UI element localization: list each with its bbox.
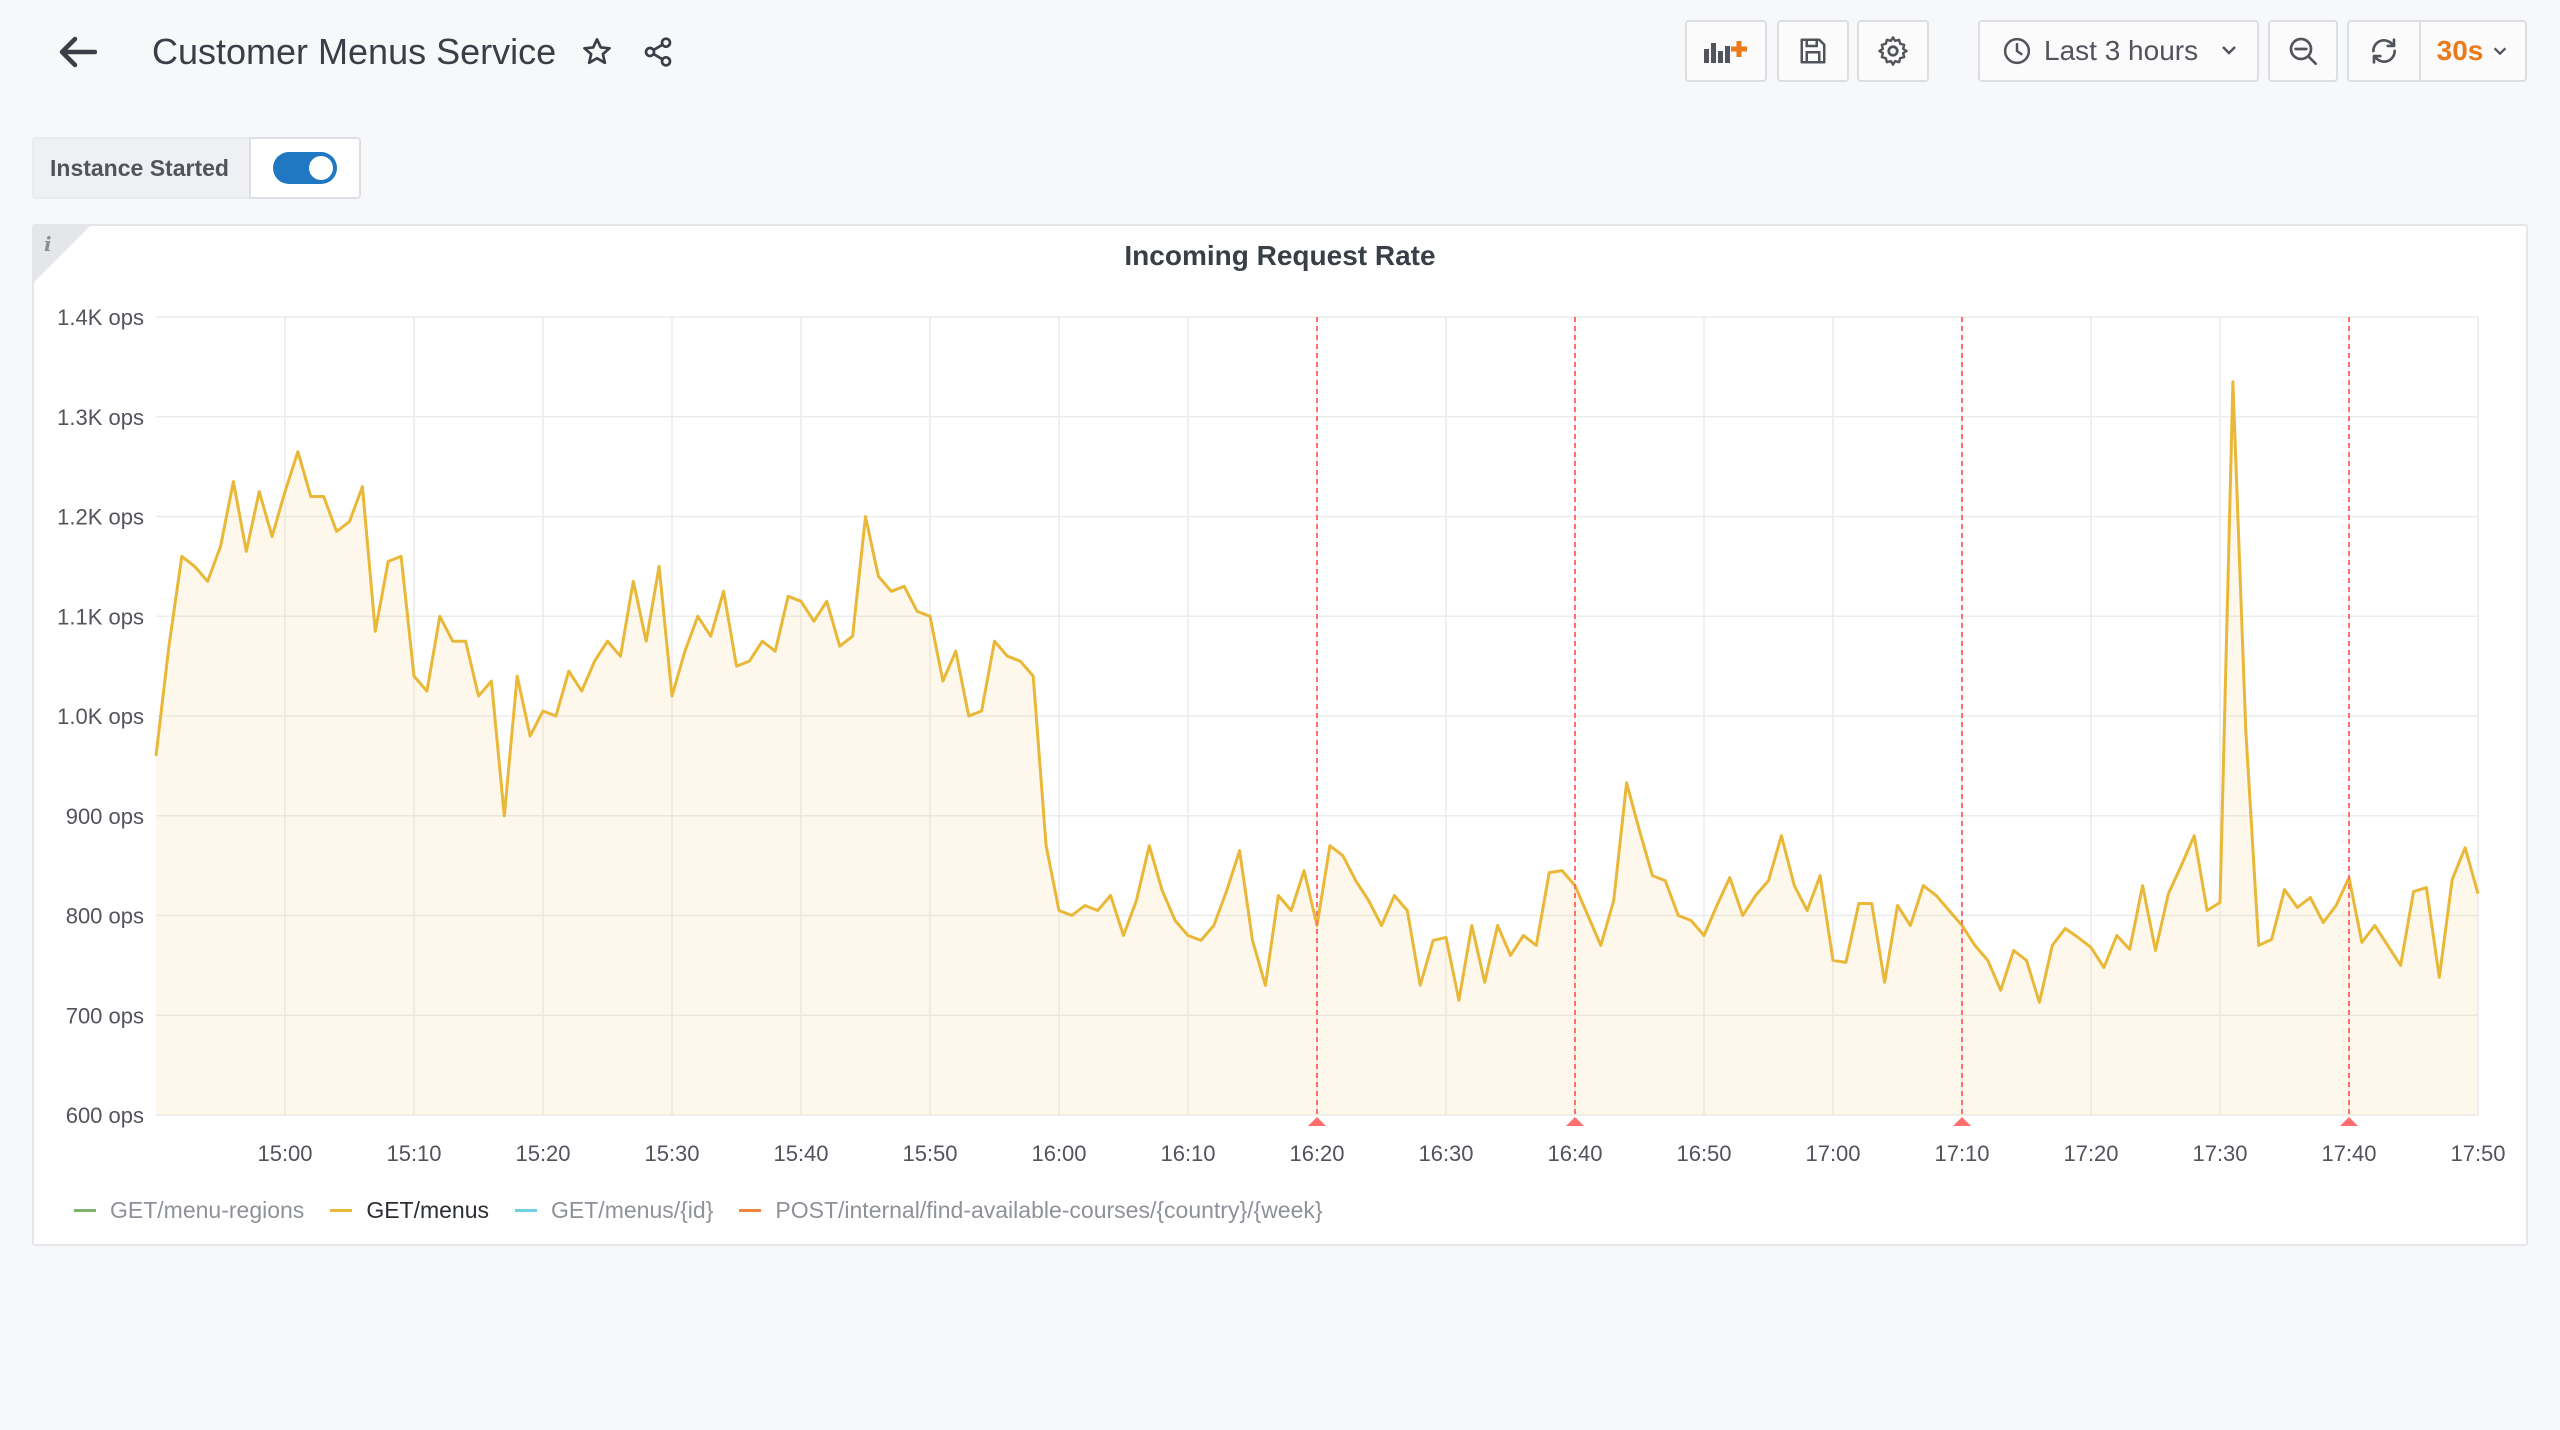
info-icon[interactable]: i [44, 232, 52, 256]
dashboard-settings-button[interactable] [1857, 20, 1929, 82]
legend-swatch [739, 1208, 762, 1212]
request-rate-chart: 1.4K ops 1.3K ops 1.2K ops 1.1K ops 1.0K ops… [57, 305, 2505, 1166]
x-tick-label: 15:40 [773, 1141, 828, 1166]
x-tick-label: 16:30 [1418, 1141, 1473, 1166]
legend-label: GET/menus/{id} [551, 1196, 714, 1223]
legend-item[interactable]: POST/internal/find-available-courses/{co… [739, 1196, 1323, 1224]
x-tick-label: 16:50 [1676, 1141, 1731, 1166]
time-range-picker[interactable]: Last 3 hours [1978, 20, 2259, 82]
x-tick-label: 17:10 [1934, 1141, 1989, 1166]
dashboard-navbar: Customer Menus Service [0, 0, 2560, 104]
add-panel-button[interactable] [1685, 20, 1767, 82]
chevron-down-icon [2494, 47, 2507, 56]
x-tick-label: 16:40 [1547, 1141, 1602, 1166]
x-tick-label: 15:20 [515, 1141, 570, 1166]
legend-swatch [330, 1208, 353, 1212]
legend-item[interactable]: GET/menus [330, 1197, 489, 1224]
legend-label: POST/internal/find-available-courses/{co… [775, 1196, 1323, 1223]
chevron-down-icon [2222, 46, 2236, 55]
refresh-interval-label: 30s [2436, 35, 2484, 66]
refresh-icon [2372, 38, 2396, 64]
x-tick-label: 16:00 [1031, 1141, 1086, 1166]
gear-icon [1878, 36, 1908, 66]
legend-swatch [515, 1208, 538, 1212]
y-tick-label: 1.4K ops [57, 305, 144, 330]
y-tick-label: 900 ops [66, 804, 144, 829]
instance-started-label: Instance Started [32, 137, 255, 199]
y-tick-label: 1.3K ops [57, 405, 144, 430]
add-panel-icon [1704, 41, 1747, 63]
chart-legend: GET/menu-regions GET/menus GET/menus/{id} P… [74, 1192, 1349, 1228]
x-tick-label: 15:50 [902, 1141, 957, 1166]
x-tick-label: 17:00 [1805, 1141, 1860, 1166]
y-tick-label: 1.2K ops [57, 505, 144, 530]
toggle-knob [309, 156, 333, 180]
legend-item[interactable]: GET/menu-regions [74, 1197, 304, 1224]
annotation-marker [1308, 1117, 1326, 1126]
toggle-track [273, 152, 337, 184]
y-tick-label: 600 ops [66, 1103, 144, 1128]
x-tick-label: 17:20 [2063, 1141, 2118, 1166]
refresh-interval-dropdown[interactable]: 30s [2421, 22, 2525, 80]
incoming-request-rate-panel: 1.4K ops 1.3K ops 1.2K ops 1.1K ops 1.0K ops… [32, 224, 2528, 1246]
time-range-label: Last 3 hours [2044, 35, 2199, 66]
x-tick-label: 16:20 [1289, 1141, 1344, 1166]
y-tick-label: 1.0K ops [57, 704, 144, 729]
series-area [156, 381, 2478, 1115]
series-line [154, 380, 2480, 1004]
x-tick-label: 17:30 [2192, 1141, 2247, 1166]
annotation-marker [1566, 1117, 1584, 1126]
refresh-button[interactable] [2349, 22, 2421, 80]
arrow-left-icon [59, 36, 97, 68]
star-icon [583, 38, 611, 65]
x-tick-label: 15:10 [386, 1141, 441, 1166]
refresh-picker: 30s [2347, 20, 2527, 82]
legend-swatch [74, 1208, 96, 1212]
clock-icon [2003, 37, 2031, 65]
legend-item[interactable]: GET/menus/{id} [515, 1197, 713, 1224]
y-tick-label: 800 ops [66, 904, 144, 929]
back-button[interactable] [44, 26, 110, 78]
annotation-marker [1953, 1117, 1971, 1126]
zoom-out-button[interactable] [2268, 20, 2338, 82]
share-icon [644, 37, 672, 67]
star-button[interactable] [575, 30, 619, 74]
x-tick-label: 17:50 [2450, 1141, 2505, 1166]
dashboard-title[interactable]: Customer Menus Service [152, 31, 557, 72]
panel-info-corner [34, 226, 90, 282]
share-button[interactable] [636, 30, 680, 74]
save-dashboard-button[interactable] [1777, 20, 1849, 82]
save-icon [1800, 38, 1826, 64]
instance-started-toggle[interactable] [249, 137, 361, 199]
y-tick-label: 1.1K ops [57, 604, 144, 629]
y-tick-label: 700 ops [66, 1003, 144, 1028]
x-tick-label: 16:10 [1160, 1141, 1215, 1166]
x-tick-label: 15:00 [257, 1141, 312, 1166]
panel-title[interactable]: Incoming Request Rate [1124, 240, 1436, 271]
zoom-out-icon [2289, 37, 2317, 65]
x-tick-label: 17:40 [2321, 1141, 2376, 1166]
annotation-marker [2340, 1117, 2358, 1126]
legend-label: GET/menus [366, 1196, 490, 1223]
legend-label: GET/menu-regions [110, 1196, 305, 1223]
x-tick-label: 15:30 [644, 1141, 699, 1166]
